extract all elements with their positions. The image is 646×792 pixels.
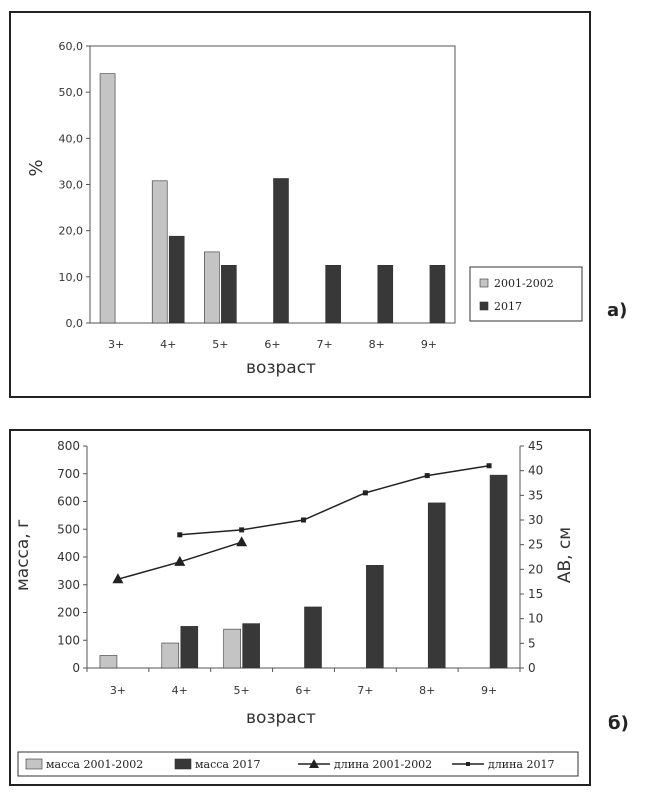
panel-a-frame — [9, 11, 591, 398]
y-tick-label-left: 500 — [57, 522, 80, 536]
y-tick-label-left: 100 — [57, 633, 80, 647]
point-длина 2017 — [301, 517, 306, 523]
bar-масса 2017 — [427, 502, 446, 669]
y-tick-label-left: 200 — [57, 606, 80, 620]
bar-масса 2017 — [242, 623, 260, 669]
x-tick-label: 8+ — [419, 684, 435, 697]
legend-label-2001-2002: 2001-2002 — [494, 277, 554, 290]
x-tick-label: 3+ — [108, 338, 124, 351]
legend-marker-triangle — [309, 759, 319, 768]
point-длина 2017 — [486, 463, 492, 469]
bar-2017 — [325, 264, 341, 324]
x-tick-label: 5+ — [212, 338, 228, 351]
legend-label-length-2017: длина 2017 — [488, 758, 554, 771]
x-tick-label: 8+ — [369, 338, 385, 351]
bar-2001-2002 — [151, 180, 168, 324]
panel-a-legend: 2001-2002 2017 — [469, 266, 583, 322]
bar-2017 — [168, 235, 185, 324]
panel-b-plot: 0 100 200 300 400 500 600 700 800 0 5 10 15 20 25 30 35 4… — [57, 439, 543, 697]
y-tick-label-right: 30 — [528, 513, 543, 527]
x-tick-label: 4+ — [160, 338, 176, 351]
y-tick-label-right: 15 — [528, 587, 543, 601]
y-tick-label-right: 0 — [528, 661, 536, 675]
bar-масса 2017 — [489, 474, 508, 669]
bar-2017 — [273, 178, 289, 324]
panel-a-label: а) — [607, 300, 627, 321]
point-длина 2001-2002 — [174, 555, 186, 566]
panel-a-legend-box — [469, 266, 583, 322]
y-tick-label: 0,0 — [66, 317, 84, 330]
x-tick-label: 6+ — [264, 338, 280, 351]
legend-swatch-mass-2001 — [25, 758, 43, 770]
panel-b-ylabel-right: АВ, см — [555, 527, 575, 583]
plot-area — [89, 45, 456, 324]
panel-a-plot: 0,0 10,0 20,0 30,0 40,0 50,0 60,0 3+ 4+ 5+ 6+ 7+ 8+ 9… — [59, 40, 456, 351]
y-tick-label-left: 800 — [57, 439, 80, 453]
legend-swatch-2001-2002 — [479, 278, 489, 288]
y-tick-label-right: 45 — [528, 439, 543, 453]
y-tick-label-right: 35 — [528, 488, 543, 502]
x-tick-label: 9+ — [421, 338, 437, 351]
point-длина 2017 — [424, 473, 430, 479]
bar-масса 2001-2002 — [161, 642, 180, 669]
bar-масса 2017 — [366, 565, 384, 669]
bar-масса 2001-2002 — [99, 655, 118, 669]
y-tick-label-left: 600 — [57, 495, 80, 509]
bar-масса 2017 — [304, 606, 322, 669]
x-tick-label: 3+ — [110, 684, 126, 697]
y-tick-label-left: 300 — [57, 578, 80, 592]
x-tick-label: 4+ — [172, 684, 188, 697]
y-tick-label: 40,0 — [59, 132, 84, 145]
x-tick-label: 7+ — [357, 684, 373, 697]
panel-a-xlabel: возраст — [246, 358, 316, 378]
y-tick-label-right: 20 — [528, 562, 543, 576]
y-tick-label-right: 10 — [528, 612, 543, 626]
panel-b-frame — [9, 429, 591, 786]
point-длина 2001-2002 — [112, 573, 124, 584]
x-tick-label: 6+ — [295, 684, 311, 697]
y-tick-label: 30,0 — [59, 179, 84, 192]
legend-swatch-mass-2017 — [174, 758, 192, 770]
panel-b-label: б) — [608, 713, 629, 734]
panel-b-xlabel: возраст — [246, 708, 316, 728]
y-tick-label: 50,0 — [59, 86, 84, 99]
y-tick-label: 10,0 — [59, 271, 84, 284]
legend-label-mass-2017: масса 2017 — [195, 758, 260, 771]
y-tick-label: 60,0 — [59, 40, 84, 53]
bar-2017 — [221, 264, 237, 324]
bar-2017 — [429, 264, 446, 324]
y-tick-label: 20,0 — [59, 225, 84, 238]
panel-b-ylabel-left: масса, г — [13, 519, 33, 591]
y-tick-label-right: 40 — [528, 464, 543, 478]
legend-label-length-2001: длина 2001-2002 — [334, 758, 432, 771]
legend-label-mass-2001: масса 2001-2002 — [46, 758, 143, 771]
legend-marker-square — [466, 762, 470, 766]
x-tick-label: 7+ — [317, 338, 333, 351]
panel-b-legend: масса 2001-2002 масса 2017 длина 2001-20… — [17, 751, 579, 777]
y-tick-label-right: 25 — [528, 538, 543, 552]
bar-масса 2017 — [180, 626, 199, 669]
point-длина 2017 — [239, 527, 245, 533]
bar-2001-2002 — [99, 73, 116, 324]
legend-label-2017: 2017 — [494, 300, 522, 313]
point-длина 2017 — [177, 532, 183, 538]
panel-a-ylabel: % — [26, 159, 47, 176]
bar-2001-2002 — [204, 251, 220, 324]
bar-2017 — [377, 264, 394, 324]
legend-swatch-2017 — [479, 301, 489, 311]
y-tick-label-left: 0 — [72, 661, 80, 675]
bar-масса 2001-2002 — [223, 628, 241, 669]
point-длина 2017 — [362, 490, 368, 496]
line-длина 2017 — [179, 464, 490, 536]
y-tick-label-right: 5 — [528, 636, 536, 650]
y-tick-label-left: 400 — [57, 550, 80, 564]
x-tick-label: 5+ — [234, 684, 250, 697]
point-длина 2001-2002 — [236, 536, 248, 547]
x-tick-label: 9+ — [481, 684, 497, 697]
y-tick-label-left: 700 — [57, 467, 80, 481]
